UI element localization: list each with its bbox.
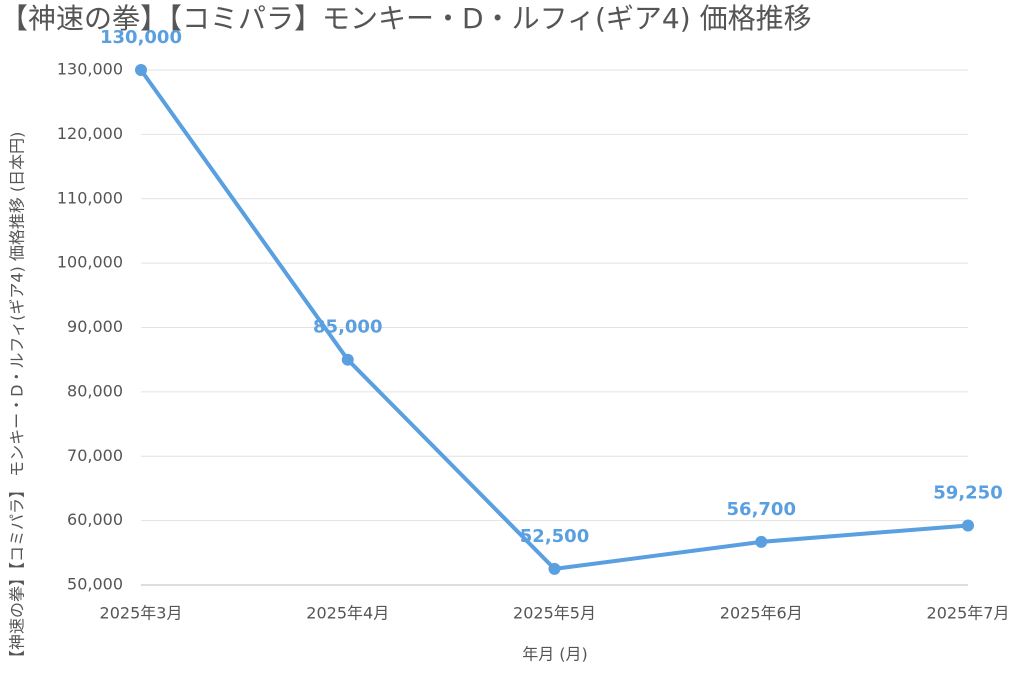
point bbox=[962, 519, 974, 532]
y-axis-title: 【神速の拳】【コミパラ】 モンキー・D・ルフィ(ギア4) 価格推移 (日本円) bbox=[8, 132, 27, 666]
x-tick-label: 2025年5月 bbox=[513, 604, 596, 623]
x-tick-label: 2025年4月 bbox=[306, 604, 389, 623]
y-tick-label: 70,000 bbox=[67, 446, 123, 465]
value-label: 130,000 bbox=[100, 27, 182, 48]
y-tick-label: 50,000 bbox=[67, 575, 123, 594]
x-axis-title: 年月 (月) bbox=[522, 645, 588, 664]
y-tick-label: 130,000 bbox=[57, 60, 123, 79]
line bbox=[139, 68, 969, 571]
point bbox=[341, 353, 354, 366]
y-tick-label: 110,000 bbox=[57, 188, 123, 207]
value-label: 52,500 bbox=[520, 526, 589, 547]
point bbox=[135, 64, 147, 76]
value-label: 56,700 bbox=[727, 499, 796, 520]
y-tick-label: 60,000 bbox=[67, 510, 123, 529]
y-tick-label: 90,000 bbox=[67, 317, 123, 336]
y-tick-label: 80,000 bbox=[67, 381, 123, 400]
x-tick-label: 2025年3月 bbox=[100, 604, 183, 623]
value-label: 59,250 bbox=[933, 482, 1002, 503]
chart-title: 【神速の拳】【コミパラ】モンキー・D・ルフィ(ギア4) 価格推移 bbox=[0, 2, 812, 35]
y-tick-label: 120,000 bbox=[57, 124, 123, 143]
x-tick-label: 2025年6月 bbox=[720, 604, 803, 623]
value-label: 85,000 bbox=[313, 317, 382, 338]
y-tick-label: 100,000 bbox=[57, 253, 123, 272]
point bbox=[548, 562, 561, 575]
x-tick-label: 2025年7月 bbox=[927, 604, 1010, 623]
point bbox=[755, 535, 768, 548]
